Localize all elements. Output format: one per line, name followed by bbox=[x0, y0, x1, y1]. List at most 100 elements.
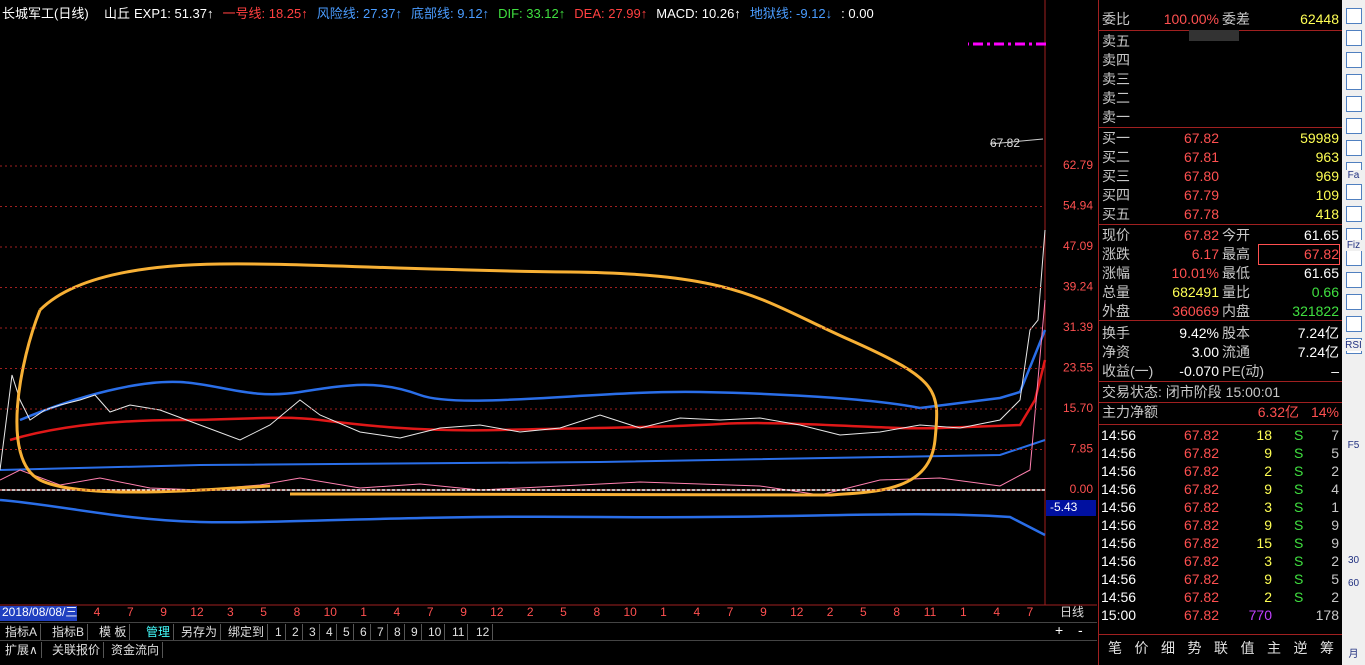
cell: 卖三 bbox=[1102, 71, 1130, 87]
side-icon[interactable] bbox=[1346, 250, 1362, 266]
cell: 外盘 bbox=[1102, 303, 1130, 319]
date-bg bbox=[0, 606, 77, 621]
cell: 67.82 bbox=[1183, 445, 1219, 461]
tab[interactable]: 绑定到 bbox=[225, 624, 269, 640]
indicator: EXP1: 51.37↑ bbox=[134, 6, 214, 21]
cell: 今开 bbox=[1222, 227, 1250, 243]
side-icon[interactable] bbox=[1346, 52, 1362, 68]
page-tab[interactable]: 9 bbox=[408, 624, 422, 640]
indicator: 一号线: 18.25↑ bbox=[222, 6, 308, 21]
panel-tab[interactable]: 值 bbox=[1240, 640, 1255, 656]
panel-tab[interactable]: 逆 bbox=[1293, 640, 1308, 656]
side-label[interactable]: 60 bbox=[1343, 578, 1364, 589]
panel-tab[interactable]: 筹 bbox=[1320, 640, 1334, 656]
page-tab[interactable]: 1 bbox=[272, 624, 286, 640]
cell: 最低 bbox=[1222, 265, 1250, 281]
separator bbox=[1099, 634, 1342, 635]
panel-tab[interactable]: 价 bbox=[1134, 640, 1149, 656]
page-tab[interactable]: 3 bbox=[306, 624, 320, 640]
x-tick-label: 2 bbox=[827, 605, 834, 619]
side-label[interactable]: F5 bbox=[1343, 440, 1364, 451]
side-icon[interactable] bbox=[1346, 294, 1362, 310]
template: 山丘 bbox=[104, 6, 131, 21]
x-tick-label: 5 bbox=[560, 605, 567, 619]
cell: 14:56 bbox=[1101, 553, 1137, 569]
cell: 7.24亿 bbox=[1297, 344, 1339, 360]
indicator: 风险线: 27.37↑ bbox=[316, 6, 403, 21]
side-icon[interactable] bbox=[1346, 184, 1362, 200]
side-icon[interactable] bbox=[1346, 316, 1362, 332]
collapse-button[interactable] bbox=[1189, 30, 1239, 41]
cell: S bbox=[1294, 427, 1304, 443]
cell: 买三 bbox=[1102, 168, 1130, 184]
panel-tab[interactable]: 主 bbox=[1267, 640, 1281, 656]
mid-band bbox=[0, 439, 1046, 471]
side-icon[interactable] bbox=[1346, 272, 1362, 288]
panel-tab[interactable]: 细 bbox=[1161, 640, 1175, 656]
cell: 15:00 bbox=[1101, 607, 1137, 623]
y-tick-label: 23.55 bbox=[1063, 361, 1093, 375]
minus[interactable]: - bbox=[1078, 622, 1083, 638]
side-icon[interactable] bbox=[1346, 206, 1362, 222]
x-tick-label: 12 bbox=[490, 605, 504, 619]
tab[interactable]: 指标A bbox=[2, 624, 42, 640]
side-icon[interactable] bbox=[1346, 30, 1362, 46]
sub-tab[interactable]: 关联报价 bbox=[49, 642, 105, 658]
side-icon[interactable] bbox=[1346, 96, 1362, 112]
page-tab[interactable]: 10 bbox=[425, 624, 446, 640]
panel-tab[interactable]: 势 bbox=[1187, 640, 1202, 656]
cell: 100.00% bbox=[1163, 11, 1219, 27]
side-label[interactable]: Fa bbox=[1343, 170, 1364, 181]
side-icon[interactable] bbox=[1346, 74, 1362, 90]
panel-tab[interactable]: 笔 bbox=[1108, 640, 1122, 656]
plus[interactable]: + bbox=[1055, 622, 1064, 638]
cell: 67.82 bbox=[1183, 227, 1219, 243]
cell: 321822 bbox=[1292, 303, 1339, 319]
tab[interactable]: 指标B bbox=[49, 624, 89, 640]
tab[interactable]: 另存为 bbox=[178, 624, 222, 640]
tab[interactable]: 模 板 bbox=[96, 624, 131, 640]
price-line bbox=[0, 229, 1046, 471]
side-label[interactable]: RSI bbox=[1343, 340, 1364, 351]
side-bar: Fa Fiz RSI F5 30 60 月 bbox=[1342, 0, 1365, 665]
page-tab[interactable]: 5 bbox=[340, 624, 354, 640]
page-tab[interactable]: 11 bbox=[449, 624, 469, 640]
cell: 5 bbox=[1331, 571, 1339, 587]
cell: 9 bbox=[1264, 571, 1272, 587]
cell: – bbox=[1331, 363, 1339, 379]
cell: 1 bbox=[1331, 499, 1339, 515]
panel-tab[interactable]: 联 bbox=[1214, 640, 1228, 656]
sub-tab[interactable]: 资金流向 bbox=[108, 642, 164, 658]
page-tab[interactable]: 12 bbox=[473, 624, 494, 640]
cell: 主力净额 bbox=[1102, 404, 1158, 420]
page-tab[interactable]: 6 bbox=[357, 624, 371, 640]
cell: S bbox=[1294, 517, 1304, 533]
cell: S bbox=[1294, 481, 1304, 497]
x-tick-label: 7 bbox=[427, 605, 434, 619]
sub-tab[interactable]: 扩展∧ bbox=[2, 642, 42, 658]
x-tick-label: 12 bbox=[790, 605, 804, 619]
side-icon[interactable] bbox=[1346, 8, 1362, 24]
side-label[interactable]: 月 bbox=[1343, 645, 1364, 660]
x-tick-label: 3 bbox=[227, 605, 234, 619]
page-tab[interactable]: 7 bbox=[374, 624, 388, 640]
page-tab[interactable]: 4 bbox=[323, 624, 337, 640]
cell: 67.82 bbox=[1183, 481, 1219, 497]
separator bbox=[1099, 127, 1342, 128]
low-label-bg bbox=[1046, 500, 1096, 516]
side-label[interactable]: Fiz bbox=[1343, 240, 1364, 251]
y-tick-label: 31.39 bbox=[1063, 320, 1093, 334]
x-tick-label: 4 bbox=[693, 605, 700, 619]
page-tab[interactable]: 8 bbox=[391, 624, 405, 640]
side-icon[interactable] bbox=[1346, 118, 1362, 134]
page-tab[interactable]: 2 bbox=[289, 624, 303, 640]
cell: 61.65 bbox=[1303, 227, 1339, 243]
x-tick-label: 5 bbox=[260, 605, 267, 619]
period: 日线 bbox=[1060, 605, 1084, 619]
side-icon[interactable] bbox=[1346, 140, 1362, 156]
last-price: 67.82 bbox=[990, 136, 1020, 150]
cell: 14:56 bbox=[1101, 589, 1137, 605]
side-label[interactable]: 30 bbox=[1343, 555, 1364, 566]
x-tick-label: 8 bbox=[893, 605, 900, 619]
tab[interactable]: 管理 bbox=[143, 624, 175, 640]
